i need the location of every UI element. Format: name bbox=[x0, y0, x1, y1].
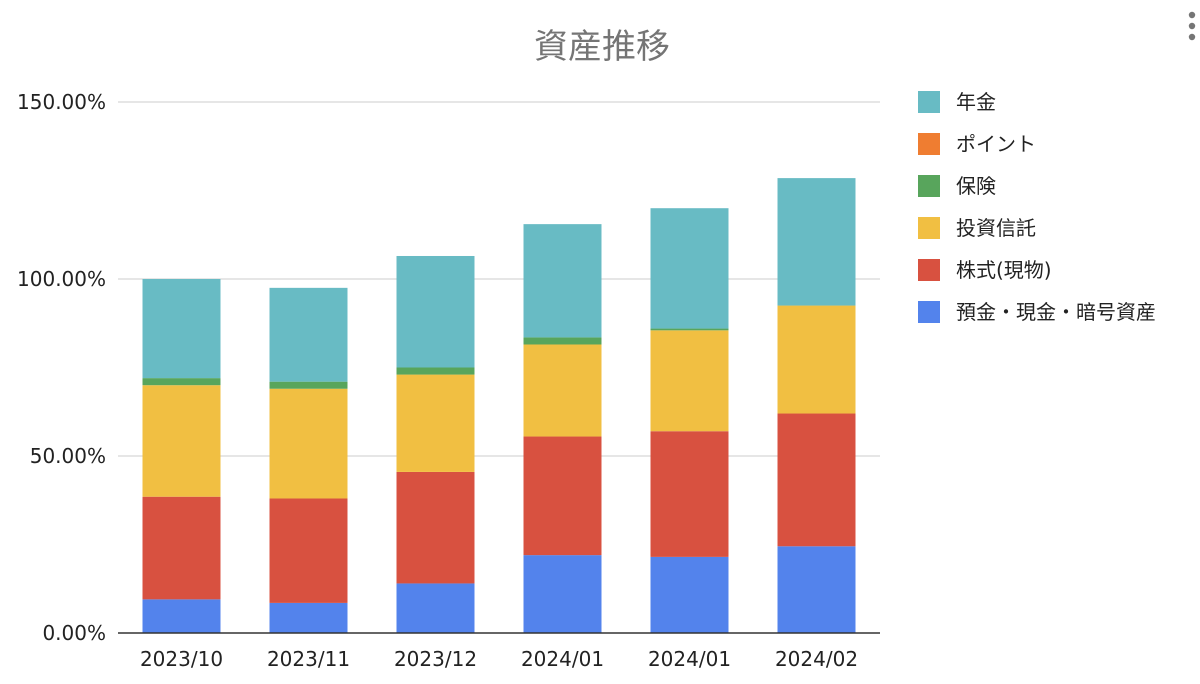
bar-segment bbox=[650, 328, 729, 331]
bar-segment bbox=[142, 385, 221, 497]
y-tick-label: 150.00% bbox=[17, 90, 106, 114]
legend-label: 株式(現物) bbox=[956, 258, 1052, 282]
bar-segment bbox=[396, 255, 475, 368]
bar-segment bbox=[269, 388, 348, 499]
bars bbox=[142, 178, 856, 633]
bar-segment bbox=[269, 287, 348, 382]
more-options-icon[interactable] bbox=[1188, 11, 1196, 41]
legend-label: 預金・現金・暗号資産 bbox=[956, 300, 1156, 324]
legend-swatch bbox=[918, 217, 940, 239]
x-tick-label: 2024/01 bbox=[648, 647, 731, 671]
x-tick-label: 2023/12 bbox=[394, 647, 477, 671]
x-tick-label: 2024/02 bbox=[775, 647, 858, 671]
x-tick-label: 2023/11 bbox=[267, 647, 350, 671]
legend-swatch bbox=[918, 91, 940, 113]
legend-label: 年金 bbox=[956, 90, 996, 114]
y-tick-label: 0.00% bbox=[42, 621, 106, 645]
legend-label: ポイント bbox=[956, 132, 1036, 156]
chart-title: 資産推移 bbox=[534, 27, 670, 67]
bar-segment bbox=[777, 178, 856, 306]
bar-segment bbox=[777, 305, 856, 414]
x-tick-label: 2023/10 bbox=[140, 647, 223, 671]
bar-segment bbox=[142, 496, 221, 600]
y-tick-label: 100.00% bbox=[17, 267, 106, 291]
bar-segment bbox=[650, 208, 729, 329]
bar-segment bbox=[396, 367, 475, 375]
bar-segment bbox=[396, 583, 475, 633]
x-axis-tick-labels: 2023/10 2023/11 2023/12 2024/01 2024/01 2024/… bbox=[140, 647, 858, 671]
bar-segment bbox=[650, 431, 729, 557]
bar-segment bbox=[523, 337, 602, 345]
bar-segment bbox=[523, 555, 602, 633]
bar-segment bbox=[396, 471, 475, 584]
legend-swatch bbox=[918, 301, 940, 323]
y-tick-label: 50.00% bbox=[30, 444, 106, 468]
bar-segment bbox=[777, 413, 856, 547]
bar-segment bbox=[523, 344, 602, 437]
gridlines bbox=[118, 101, 880, 457]
bar-segment bbox=[142, 279, 221, 379]
bar-segment bbox=[142, 599, 221, 633]
bar-segment bbox=[269, 602, 348, 633]
legend-swatch bbox=[918, 259, 940, 281]
bar-segment bbox=[396, 374, 475, 472]
bar-segment bbox=[523, 436, 602, 556]
bar-segment bbox=[142, 378, 221, 386]
legend-swatch bbox=[918, 175, 940, 197]
bar-segment bbox=[269, 498, 348, 603]
bar-segment bbox=[650, 330, 729, 432]
legend-label: 投資信託 bbox=[956, 216, 1036, 240]
bar-segment bbox=[650, 556, 729, 633]
x-tick-label: 2024/01 bbox=[521, 647, 604, 671]
y-axis-tick-labels: 0.00% 50.00% 100.00% 150.00% bbox=[17, 90, 106, 645]
legend-swatch bbox=[918, 133, 940, 155]
bar-segment bbox=[269, 381, 348, 389]
bar-segment bbox=[777, 546, 856, 633]
legend-label: 保険 bbox=[956, 174, 996, 198]
bar-segment bbox=[523, 224, 602, 338]
